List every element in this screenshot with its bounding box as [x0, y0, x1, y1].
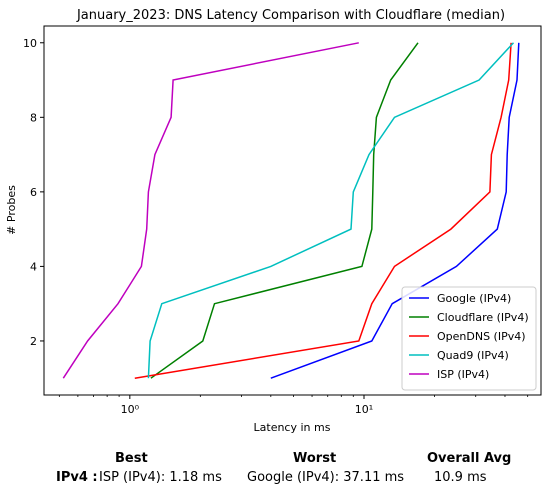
x-tick-label: 10¹ — [355, 403, 373, 416]
legend-label: Cloudflare (IPv4) — [437, 311, 529, 324]
axis-ticks: 2 4 6 8 10 10⁰ 10¹ — [23, 37, 529, 416]
legend-label: OpenDNS (IPv4) — [437, 330, 526, 343]
y-tick-label: 4 — [30, 260, 37, 273]
x-axis-label: Latency in ms — [254, 421, 331, 434]
series-line-opendns-ipv4 — [134, 42, 512, 379]
legend-label: ISP (IPv4) — [437, 368, 489, 381]
x-tick-label: 10⁰ — [121, 403, 140, 416]
legend-box — [401, 286, 537, 391]
y-tick-label: 2 — [30, 335, 37, 348]
series-lines — [62, 42, 520, 379]
y-tick-label: 6 — [30, 186, 37, 199]
summary-worst-value: Google (IPv4): 37.11 ms — [247, 470, 405, 485]
summary-header-worst: Worst — [293, 451, 337, 466]
series-line-google-ipv4 — [270, 42, 520, 379]
y-tick-label: 8 — [30, 111, 37, 124]
series-line-cloudflare-ipv4 — [150, 42, 419, 379]
y-axis-label: # Probes — [5, 185, 18, 235]
latency-chart: January_2023: DNS Latency Comparison wit… — [5, 8, 542, 434]
summary-row-label: IPv4 : — [56, 470, 98, 485]
summary-best-value: ISP (IPv4): 1.18 ms — [99, 470, 222, 485]
chart-title: January_2023: DNS Latency Comparison wit… — [76, 8, 505, 23]
legend: Google (IPv4) Cloudflare (IPv4) OpenDNS (I… — [401, 286, 537, 391]
series-line-quad9-ipv4 — [147, 42, 515, 379]
legend-label: Google (IPv4) — [437, 292, 511, 305]
legend-label: Quad9 (IPv4) — [437, 349, 509, 362]
y-tick-label: 10 — [23, 37, 37, 50]
summary-avg-value: 10.9 ms — [434, 470, 487, 485]
summary-header-best: Best — [115, 451, 148, 466]
series-line-isp-ipv4 — [62, 42, 359, 379]
plot-frame — [43, 25, 542, 396]
summary-header-avg: Overall Avg — [427, 451, 512, 466]
